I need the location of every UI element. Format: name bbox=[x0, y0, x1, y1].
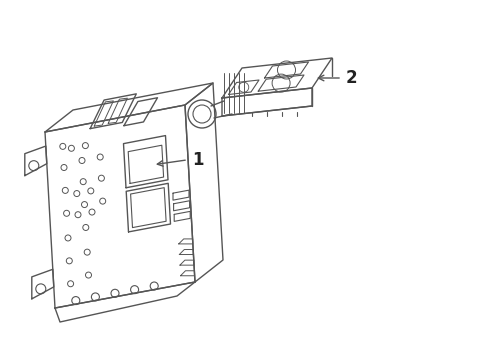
Text: 1: 1 bbox=[192, 151, 203, 169]
Text: 2: 2 bbox=[346, 69, 358, 87]
